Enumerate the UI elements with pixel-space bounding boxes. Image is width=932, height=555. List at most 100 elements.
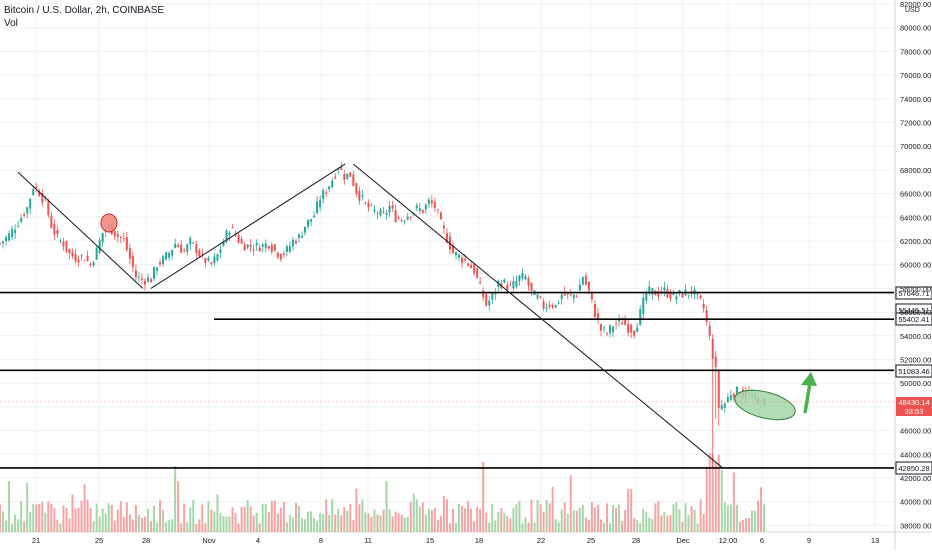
candle-body xyxy=(708,325,711,336)
volume-bar xyxy=(65,508,68,532)
candle-body xyxy=(509,284,512,286)
candle-body xyxy=(723,403,726,409)
volume-bar xyxy=(282,501,285,532)
candle-body xyxy=(23,214,26,217)
volume-bar xyxy=(754,510,756,532)
candle-body xyxy=(436,209,439,211)
price-tick-label: 72000.00 xyxy=(900,119,931,128)
candle-body xyxy=(8,233,11,241)
volume-bar xyxy=(397,512,400,532)
volume-bar xyxy=(95,503,98,532)
trend-line[interactable] xyxy=(17,171,144,289)
candle-body xyxy=(174,243,177,248)
candle-body xyxy=(587,281,590,291)
volume-bar xyxy=(690,506,693,532)
red-circle-annotation[interactable] xyxy=(100,213,118,233)
volume-bar xyxy=(705,466,708,532)
up-arrow-shaft[interactable] xyxy=(803,382,812,414)
candle-body xyxy=(128,248,131,259)
candle-body xyxy=(134,270,137,278)
time-tick-label: Nov xyxy=(202,536,216,545)
candle-body xyxy=(246,244,249,248)
candle-body xyxy=(735,386,738,394)
volume-bar xyxy=(760,487,763,532)
trend-line[interactable] xyxy=(352,163,724,469)
volume-bar xyxy=(621,520,624,532)
candle-body xyxy=(397,217,400,219)
volume-bar xyxy=(382,509,385,532)
candle-body xyxy=(282,253,285,255)
candle-body xyxy=(624,319,627,325)
last-price-box xyxy=(896,397,932,416)
volume-bar xyxy=(448,523,451,532)
volume-bar xyxy=(291,517,294,532)
volume-bar xyxy=(192,499,195,532)
candle-body xyxy=(92,262,95,266)
candle-body xyxy=(95,247,98,260)
volume-bar xyxy=(222,516,225,532)
trend-line[interactable] xyxy=(150,163,346,289)
candle-body xyxy=(530,282,533,291)
volume-bar xyxy=(14,514,17,532)
candle-body xyxy=(316,201,319,214)
candle-body xyxy=(261,244,264,247)
candle-body xyxy=(699,295,702,299)
candle-body xyxy=(458,254,461,258)
volume-label[interactable]: Vol xyxy=(4,18,18,29)
volume-bar xyxy=(521,523,524,532)
candle-body xyxy=(201,253,204,255)
candle-body xyxy=(225,230,228,242)
candle-body xyxy=(364,202,367,203)
candle-body xyxy=(255,242,258,246)
candle-body xyxy=(156,268,159,271)
candle-body xyxy=(279,253,282,260)
candle-body xyxy=(370,204,373,206)
volume-bar xyxy=(150,521,152,532)
volume-bar xyxy=(156,522,159,532)
volume-bar xyxy=(294,502,297,532)
up-arrow-head[interactable] xyxy=(801,372,817,386)
candle-body xyxy=(288,246,291,252)
volume-bar xyxy=(71,494,74,532)
candle-body xyxy=(633,330,636,336)
volume-bar xyxy=(500,508,503,532)
volume-bar xyxy=(8,481,11,532)
candle-body xyxy=(461,257,464,263)
candle-body xyxy=(599,324,602,331)
candle-body xyxy=(346,173,349,179)
volume-bar xyxy=(651,518,654,532)
symbol-title[interactable]: Bitcoin / U.S. Dollar, 2h, COINBASE xyxy=(4,5,165,16)
candle-body xyxy=(86,255,89,261)
volume-bar xyxy=(146,508,149,532)
candle-body xyxy=(518,275,521,282)
volume-bar xyxy=(243,507,246,532)
volume-bar xyxy=(436,520,439,532)
volume-bar xyxy=(125,502,128,532)
candle-body xyxy=(2,241,5,244)
candle-body xyxy=(307,219,310,227)
volume-bar xyxy=(165,522,168,532)
price-level-label-box xyxy=(895,461,932,475)
candle-body xyxy=(717,371,720,408)
volume-bar xyxy=(352,519,355,532)
candle-body xyxy=(116,233,119,237)
volume-bar xyxy=(708,453,711,532)
volume-bar xyxy=(44,512,47,532)
candle-body xyxy=(180,244,183,253)
volume-bar xyxy=(418,506,421,532)
green-ellipse-annotation[interactable] xyxy=(732,385,798,425)
candle-body xyxy=(515,280,518,287)
candle-body xyxy=(146,277,149,282)
volume-bar xyxy=(297,505,300,532)
volume-bar xyxy=(741,519,744,532)
candle-body xyxy=(143,280,146,285)
volume-bar xyxy=(174,466,177,532)
volume-bar xyxy=(5,520,8,532)
volume-bar xyxy=(394,511,397,532)
candle-body xyxy=(606,333,609,335)
candle-body xyxy=(14,229,17,234)
volume-bar xyxy=(578,507,581,532)
candle-body xyxy=(216,254,219,261)
volume-bar xyxy=(32,504,35,532)
